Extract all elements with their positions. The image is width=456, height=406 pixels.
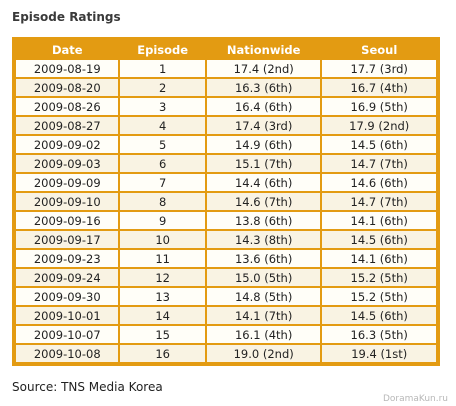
table-row: 2009-09-09 7 14.4 (6th) 14.6 (6th) bbox=[16, 174, 436, 191]
table-row: 2009-08-19 1 17.4 (2nd) 17.7 (3rd) bbox=[16, 60, 436, 77]
table-cell: 2009-08-19 bbox=[16, 60, 119, 77]
table-cell: 15.2 (5th) bbox=[322, 269, 436, 286]
table-row: 2009-08-26 3 16.4 (6th) 16.9 (5th) bbox=[16, 98, 436, 115]
table-cell: 19.4 (1st) bbox=[322, 345, 436, 362]
table-cell: 8 bbox=[120, 193, 205, 210]
table-cell: 2009-09-30 bbox=[16, 288, 119, 305]
table-cell: 2009-08-26 bbox=[16, 98, 119, 115]
table-cell: 17.7 (3rd) bbox=[322, 60, 436, 77]
table-row: 2009-08-27 4 17.4 (3rd) 17.9 (2nd) bbox=[16, 117, 436, 134]
table-row: 2009-09-10 8 14.6 (7th) 14.7 (7th) bbox=[16, 193, 436, 210]
table-cell: 2009-08-27 bbox=[16, 117, 119, 134]
title: Episode Ratings bbox=[12, 10, 121, 24]
table-cell: 15.0 (5th) bbox=[206, 269, 321, 286]
column-header: Seoul bbox=[322, 41, 436, 58]
column-header: Episode bbox=[120, 41, 205, 58]
table-cell: 2009-09-02 bbox=[16, 136, 119, 153]
table-cell: 14.3 (8th) bbox=[206, 231, 321, 248]
table-cell: 14.6 (7th) bbox=[206, 193, 321, 210]
ratings-table: Date Episode Nationwide Seoul 2009-08-19 1 17… bbox=[14, 39, 438, 364]
table-cell: 2009-09-24 bbox=[16, 269, 119, 286]
table-cell: 15.1 (7th) bbox=[206, 155, 321, 172]
table-cell: 4 bbox=[120, 117, 205, 134]
table-cell: 5 bbox=[120, 136, 205, 153]
watermark: DoramaKun.ru bbox=[382, 394, 448, 404]
table-row: 2009-09-02 5 14.9 (6th) 14.5 (6th) bbox=[16, 136, 436, 153]
table-cell: 14.5 (6th) bbox=[322, 307, 436, 324]
table-row: 2009-09-03 6 15.1 (7th) 14.7 (7th) bbox=[16, 155, 436, 172]
table-row: 2009-09-24 12 15.0 (5th) 15.2 (5th) bbox=[16, 269, 436, 286]
table-row: 2009-10-07 15 16.1 (4th) 16.3 (5th) bbox=[16, 326, 436, 343]
table-row: 2009-10-01 14 14.1 (7th) 14.5 (6th) bbox=[16, 307, 436, 324]
table-row: 2009-08-20 2 16.3 (6th) 16.7 (4th) bbox=[16, 79, 436, 96]
column-header: Date bbox=[16, 41, 119, 58]
table-cell: 13.6 (6th) bbox=[206, 250, 321, 267]
table-cell: 14.5 (6th) bbox=[322, 136, 436, 153]
table-cell: 16.1 (4th) bbox=[206, 326, 321, 343]
table-cell: 14.8 (5th) bbox=[206, 288, 321, 305]
table-cell: 16.4 (6th) bbox=[206, 98, 321, 115]
table-cell: 14.1 (6th) bbox=[322, 212, 436, 229]
table-cell: 2009-09-17 bbox=[16, 231, 119, 248]
table-cell: 16.7 (4th) bbox=[322, 79, 436, 96]
table-row: 2009-09-23 11 13.6 (6th) 14.1 (6th) bbox=[16, 250, 436, 267]
table-row: 2009-09-30 13 14.8 (5th) 15.2 (5th) bbox=[16, 288, 436, 305]
table-cell: 14.4 (6th) bbox=[206, 174, 321, 191]
table-cell: 10 bbox=[120, 231, 205, 248]
table-cell: 9 bbox=[120, 212, 205, 229]
table-cell: 13 bbox=[120, 288, 205, 305]
header-row: Date Episode Nationwide Seoul bbox=[16, 41, 436, 58]
table-cell: 14.1 (7th) bbox=[206, 307, 321, 324]
table-cell: 3 bbox=[120, 98, 205, 115]
table-cell: 14.7 (7th) bbox=[322, 155, 436, 172]
table-row: 2009-09-17 10 14.3 (8th) 14.5 (6th) bbox=[16, 231, 436, 248]
table-cell: 2009-08-20 bbox=[16, 79, 119, 96]
table-cell: 17.4 (2nd) bbox=[206, 60, 321, 77]
table-cell: 1 bbox=[120, 60, 205, 77]
table-cell: 14 bbox=[120, 307, 205, 324]
table-cell: 15 bbox=[120, 326, 205, 343]
table-cell: 2009-10-01 bbox=[16, 307, 119, 324]
table-cell: 16 bbox=[120, 345, 205, 362]
column-header: Nationwide bbox=[206, 41, 321, 58]
table-cell: 16.3 (6th) bbox=[206, 79, 321, 96]
table-cell: 14.6 (6th) bbox=[322, 174, 436, 191]
table-cell: 2009-09-10 bbox=[16, 193, 119, 210]
table-cell: 13.8 (6th) bbox=[206, 212, 321, 229]
table-cell: 19.0 (2nd) bbox=[206, 345, 321, 362]
table-cell: 2009-10-07 bbox=[16, 326, 119, 343]
table-row: 2009-09-16 9 13.8 (6th) 14.1 (6th) bbox=[16, 212, 436, 229]
table-cell: 12 bbox=[120, 269, 205, 286]
table-row: 2009-10-08 16 19.0 (2nd) 19.4 (1st) bbox=[16, 345, 436, 362]
source: Source: TNS Media Korea bbox=[12, 380, 163, 394]
table-cell: 2009-09-03 bbox=[16, 155, 119, 172]
table-cell: 2 bbox=[120, 79, 205, 96]
table-frame: Date Episode Nationwide Seoul 2009-08-19 1 17… bbox=[12, 37, 440, 366]
table-cell: 17.9 (2nd) bbox=[322, 117, 436, 134]
table-cell: 11 bbox=[120, 250, 205, 267]
table-cell: 16.3 (5th) bbox=[322, 326, 436, 343]
table-body: 2009-08-19 1 17.4 (2nd) 17.7 (3rd) 2009-08-2… bbox=[16, 60, 436, 362]
table-cell: 15.2 (5th) bbox=[322, 288, 436, 305]
table-cell: 14.9 (6th) bbox=[206, 136, 321, 153]
table-cell: 14.1 (6th) bbox=[322, 250, 436, 267]
table-cell: 14.5 (6th) bbox=[322, 231, 436, 248]
table-cell: 2009-09-16 bbox=[16, 212, 119, 229]
table-cell: 2009-10-08 bbox=[16, 345, 119, 362]
table-cell: 2009-09-09 bbox=[16, 174, 119, 191]
table-cell: 7 bbox=[120, 174, 205, 191]
table-cell: 17.4 (3rd) bbox=[206, 117, 321, 134]
table-cell: 6 bbox=[120, 155, 205, 172]
table-cell: 2009-09-23 bbox=[16, 250, 119, 267]
table-cell: 14.7 (7th) bbox=[322, 193, 436, 210]
table-cell: 16.9 (5th) bbox=[322, 98, 436, 115]
